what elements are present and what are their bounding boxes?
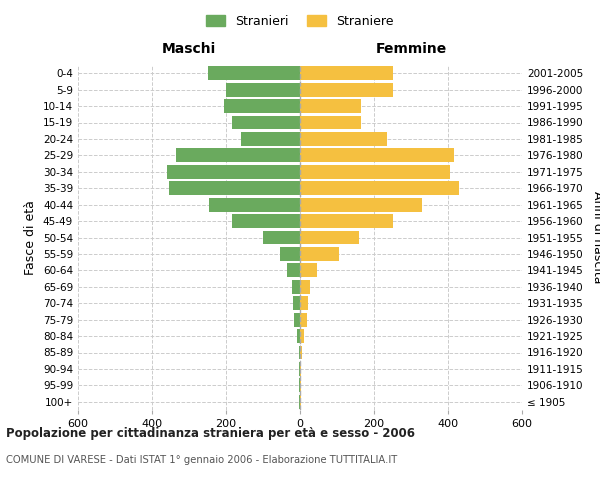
Bar bbox=[300, 296, 308, 310]
Bar bbox=[300, 99, 361, 113]
Bar bbox=[169, 181, 300, 195]
Bar bbox=[300, 247, 339, 261]
Bar bbox=[300, 82, 392, 96]
Bar bbox=[176, 148, 300, 162]
Bar bbox=[299, 378, 300, 392]
Bar bbox=[300, 230, 359, 244]
Bar bbox=[287, 264, 300, 278]
Bar bbox=[167, 165, 300, 179]
Bar bbox=[241, 132, 300, 146]
Bar bbox=[280, 247, 300, 261]
Bar bbox=[300, 66, 392, 80]
Bar bbox=[297, 329, 300, 343]
Bar bbox=[300, 346, 302, 360]
Bar bbox=[300, 181, 459, 195]
Y-axis label: Anni di nascita: Anni di nascita bbox=[592, 191, 600, 284]
Bar bbox=[300, 312, 307, 326]
Y-axis label: Fasce di età: Fasce di età bbox=[25, 200, 37, 275]
Bar bbox=[300, 362, 301, 376]
Bar bbox=[299, 346, 300, 360]
Bar bbox=[299, 362, 300, 376]
Bar bbox=[293, 296, 300, 310]
Bar bbox=[292, 280, 300, 294]
Bar bbox=[224, 99, 300, 113]
Bar bbox=[300, 116, 361, 130]
Legend: Stranieri, Straniere: Stranieri, Straniere bbox=[206, 14, 394, 28]
Text: Popolazione per cittadinanza straniera per età e sesso - 2006: Popolazione per cittadinanza straniera p… bbox=[6, 428, 415, 440]
Bar bbox=[226, 82, 300, 96]
Bar bbox=[299, 395, 300, 409]
Bar bbox=[300, 329, 304, 343]
Bar bbox=[300, 378, 301, 392]
Bar bbox=[300, 395, 301, 409]
Bar bbox=[300, 148, 454, 162]
Bar bbox=[300, 165, 450, 179]
Bar bbox=[300, 214, 392, 228]
Text: Maschi: Maschi bbox=[162, 42, 216, 56]
Bar bbox=[300, 132, 387, 146]
Bar bbox=[209, 198, 300, 211]
Bar bbox=[295, 312, 300, 326]
Bar bbox=[232, 214, 300, 228]
Bar bbox=[208, 66, 300, 80]
Text: Femmine: Femmine bbox=[376, 42, 446, 56]
Bar bbox=[263, 230, 300, 244]
Bar bbox=[300, 280, 310, 294]
Bar bbox=[232, 116, 300, 130]
Text: COMUNE DI VARESE - Dati ISTAT 1° gennaio 2006 - Elaborazione TUTTITALIA.IT: COMUNE DI VARESE - Dati ISTAT 1° gennaio… bbox=[6, 455, 397, 465]
Bar bbox=[300, 198, 422, 211]
Bar bbox=[300, 264, 317, 278]
